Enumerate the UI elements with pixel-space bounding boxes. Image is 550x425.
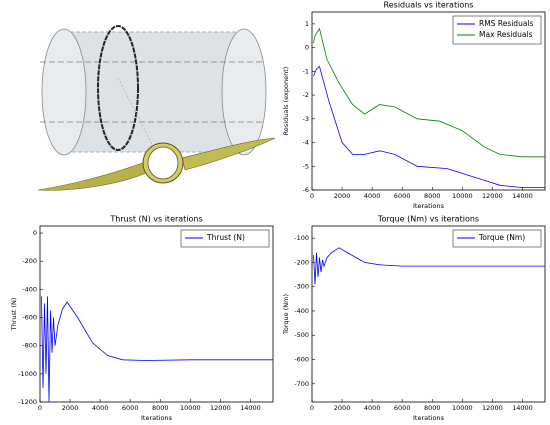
y-tick-label: -500 [294,331,309,339]
x-tick-label: 0 [310,192,314,200]
x-tick-label: 0 [310,404,314,412]
x-tick-label: 8000 [424,404,441,412]
x-tick-label: 14000 [240,404,261,412]
x-tick-label: 8000 [152,404,169,412]
legend [180,229,270,248]
hub-bore [147,146,179,180]
x-tick-label: 4000 [92,404,109,412]
legend [452,229,542,248]
y-tick-label: -100 [294,234,309,242]
y-tick-label: -700 [294,380,309,388]
series-line [313,27,545,158]
blade [37,161,149,191]
y-tick-label: -5 [303,162,309,170]
chart-title: Residuals vs iterations [384,1,474,10]
legend-label: Torque (Nm) [478,233,525,242]
x-tick-label: 6000 [122,404,139,412]
x-tick-label: 2000 [334,192,351,200]
axis-line [117,77,156,151]
series-line [313,65,545,188]
x-tick-label: 10000 [180,404,201,412]
y-axis-label: Residuals (exponent) [282,67,290,136]
x-tick-label: 10000 [452,192,473,200]
legend [452,15,542,45]
x-tick-label: 2000 [334,404,351,412]
x-tick-label: 4000 [364,404,381,412]
x-tick-label: 6000 [394,192,411,200]
x-axis-label: Iterations [141,414,173,422]
x-tick-label: 6000 [394,404,411,412]
x-tick-label: 14000 [512,192,533,200]
y-tick-label: -600 [294,356,309,364]
blade [181,137,276,171]
y-tick-label: -4 [303,139,309,147]
legend-label: Max Residuals [479,30,533,39]
y-tick-label: -3 [303,115,309,123]
x-tick-label: 2000 [62,404,79,412]
x-tick-label: 10000 [452,404,473,412]
y-tick-label: 0 [33,229,37,237]
legend-label: RMS Residuals [479,19,534,28]
x-tick-label: 12000 [482,192,503,200]
x-tick-label: 0 [38,404,42,412]
y-axis-label: Torque (Nm) [282,294,290,335]
y-tick-label: -600 [22,314,37,322]
y-tick-label: 1 [305,20,309,28]
y-axis-label: Thrust (N) [10,298,18,332]
y-tick-label: -1 [303,67,309,75]
y-tick-label: -400 [22,285,37,293]
x-tick-label: 12000 [482,404,503,412]
y-tick-label: -200 [294,258,309,266]
x-tick-label: 4000 [364,192,381,200]
propeller-render [37,25,276,191]
legend-label: Thrust (N) [206,233,245,242]
y-tick-label: -2 [303,91,309,99]
x-tick-label: 12000 [210,404,231,412]
y-tick-label: -400 [294,307,309,315]
x-axis-label: Iterations [413,414,445,422]
cylinder [63,31,245,153]
y-tick-label: -200 [22,257,37,265]
chart-title: Thrust (N) vs iterations [109,215,202,224]
y-tick-label: -800 [22,342,37,350]
series-line [313,247,545,285]
x-tick-label: 8000 [424,192,441,200]
plot-area [39,225,274,403]
series-line [41,296,273,403]
cylinder-end [221,28,267,156]
x-axis-label: Iterations [413,202,445,210]
plot-area [311,225,546,403]
x-tick-label: 14000 [512,404,533,412]
rotating-ring [97,25,139,151]
cylinder-end [41,28,87,156]
y-tick-label: 0 [305,44,309,52]
y-tick-label: -1200 [18,398,37,406]
y-tick-label: -6 [303,186,309,194]
y-tick-label: -1000 [18,370,37,378]
y-tick-label: -300 [294,283,309,291]
chart-title: Torque (Nm) vs iterations [377,215,479,224]
